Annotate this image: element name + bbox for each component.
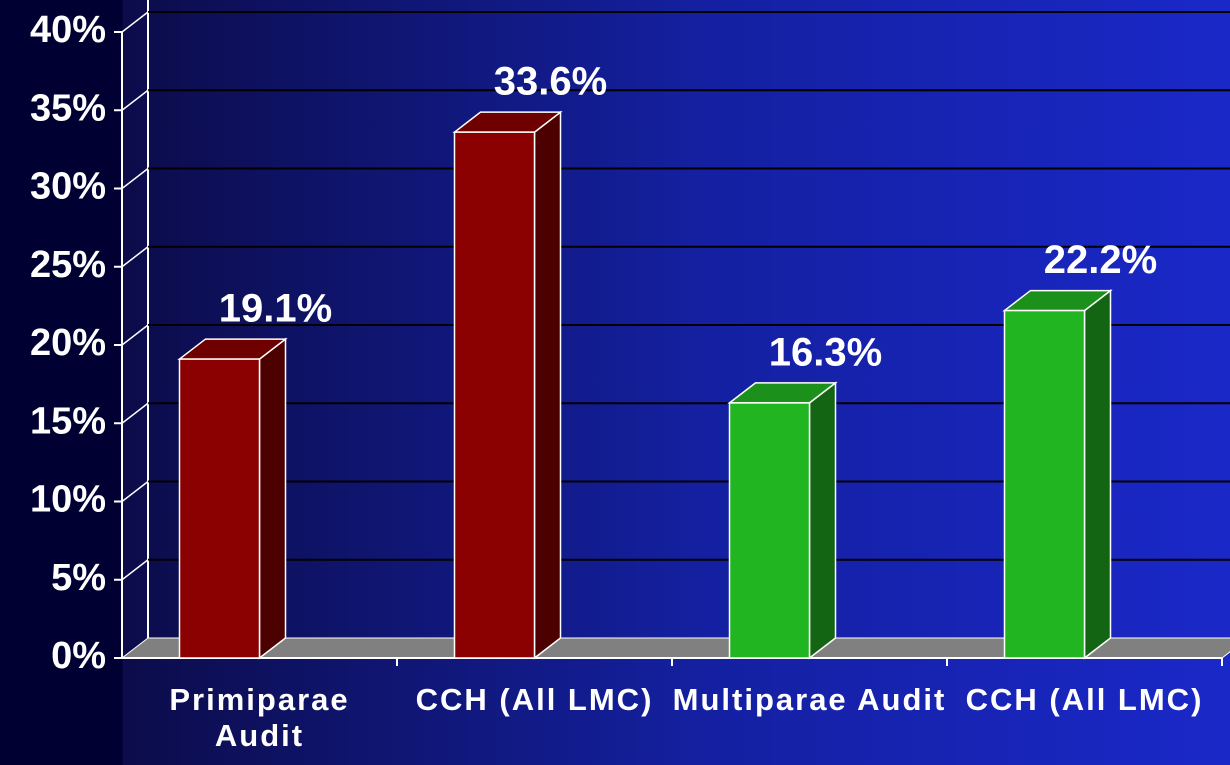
value-label: 33.6%: [494, 60, 607, 104]
value-label: 19.1%: [219, 287, 332, 331]
grid-diag: [121, 559, 149, 581]
y-tick-label: 0%: [51, 635, 106, 677]
grid-diag: [121, 167, 149, 190]
y-tick-label: 5%: [51, 557, 106, 599]
grid-diag: [121, 246, 149, 268]
bar: [1003, 309, 1086, 659]
bar-side: [533, 110, 562, 660]
y-tick-label: 30%: [30, 166, 106, 208]
y-tick-label: 40%: [30, 9, 106, 51]
y-tick-label: 35%: [30, 87, 106, 129]
x-tick-label: CCH (All LMC): [965, 682, 1204, 717]
y-tick-label: 20%: [30, 322, 106, 364]
x-tick-label: CCH (All LMC): [415, 682, 654, 717]
y-tick-label: 25%: [30, 244, 106, 286]
bar: [178, 358, 261, 659]
bar-side: [808, 381, 837, 660]
y-tick-label: 10%: [30, 479, 106, 521]
x-tick-label: Primiparae Audit: [169, 682, 350, 753]
value-label: 16.3%: [769, 330, 882, 374]
grid-diag: [121, 480, 149, 503]
grid-diag: [121, 324, 149, 346]
grid-diag: [121, 89, 149, 111]
y-tick-label: 15%: [30, 400, 106, 442]
grid-diag: [121, 11, 149, 33]
value-label: 22.2%: [1044, 238, 1157, 282]
bar-side: [1083, 289, 1112, 660]
x-tick-label: Multiparae Audit: [672, 682, 947, 717]
bar: [453, 131, 536, 659]
grid-diag: [121, 402, 149, 424]
bar: [728, 402, 811, 659]
bar-side: [258, 337, 287, 660]
